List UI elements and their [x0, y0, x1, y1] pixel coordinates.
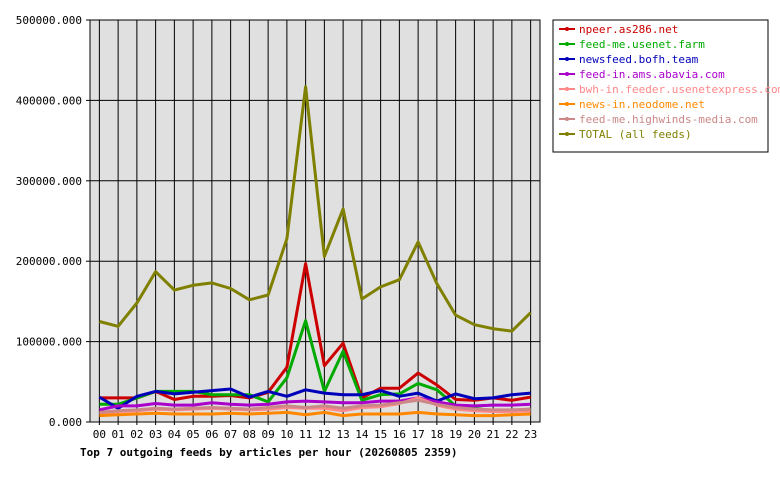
x-tick-label: 05 — [187, 428, 200, 441]
x-tick-label: 10 — [280, 428, 293, 441]
legend-entry: feed-me.usenet.farm — [579, 38, 705, 51]
y-tick-labels: 0.000 100000.000 200000.000 300000.000 40000… — [16, 14, 82, 429]
x-tick-label: 01 — [112, 428, 125, 441]
y-tick-label: 100000.000 — [16, 336, 82, 349]
x-tick-label: 14 — [355, 428, 369, 441]
legend: npeer.as286.net feed-me.usenet.farm newsfe… — [552, 19, 780, 153]
x-gridlines — [98, 20, 532, 425]
x-tick-label: 19 — [449, 428, 462, 441]
legend-marker — [565, 27, 569, 31]
x-tick-label: 23 — [524, 428, 537, 441]
x-tick-label: 08 — [243, 428, 256, 441]
legend-entry: news-in.neodome.net — [579, 98, 705, 111]
legend-marker — [565, 72, 569, 76]
gridlines — [86, 19, 540, 423]
x-tick-labels: 00 01 02 03 04 05 06 07 08 09 10 11 12 13 14 15 16 17 18 19… — [93, 428, 538, 441]
chart-title: Top 7 outgoing feeds by articles per hou… — [80, 446, 458, 459]
series-line-6 — [99, 398, 531, 414]
series-line-5 — [99, 410, 531, 418]
series-line-7 — [99, 85, 532, 333]
x-tick-label: 00 — [93, 428, 106, 441]
x-tick-label: 06 — [205, 428, 218, 441]
x-tick-label: 11 — [299, 428, 312, 441]
legend-marker — [565, 87, 569, 91]
x-tick-label: 21 — [487, 428, 500, 441]
x-tick-label: 13 — [337, 428, 350, 441]
y-tick-label: 200000.000 — [16, 255, 82, 268]
legend-marker — [565, 117, 569, 121]
x-tick-label: 16 — [393, 428, 406, 441]
legend-entry: newsfeed.bofh.team — [579, 53, 699, 66]
y-tick-label: 400000.000 — [16, 94, 82, 107]
x-tick-label: 02 — [130, 428, 143, 441]
legend-marker — [565, 132, 569, 136]
x-tick-label: 18 — [430, 428, 443, 441]
x-tick-label: 12 — [318, 428, 331, 441]
legend-marker — [565, 42, 569, 46]
series-line-0 — [99, 262, 531, 402]
x-tick-label: 03 — [149, 428, 162, 441]
x-tick-label: 22 — [505, 428, 518, 441]
legend-box — [552, 19, 769, 153]
legend-entry: feed-in.ams.abavia.com — [579, 68, 725, 81]
y-tick-label: 0.000 — [49, 416, 82, 429]
legend-marker — [565, 57, 569, 61]
x-tick-label: 15 — [374, 428, 387, 441]
legend-entry: bwh-in.feeder.usenetexpress.com — [579, 83, 780, 96]
y-tick-label: 500000.000 — [16, 14, 82, 27]
legend-entry: feed-me.highwinds-media.com — [579, 113, 758, 126]
series-line-3 — [99, 396, 531, 412]
x-tick-label: 17 — [412, 428, 425, 441]
legend-marker — [565, 102, 569, 106]
x-tick-label: 04 — [168, 428, 182, 441]
x-tick-label: 09 — [262, 428, 275, 441]
legend-entry: npeer.as286.net — [579, 23, 678, 36]
series-lines — [98, 85, 532, 418]
legend-entry: TOTAL (all feeds) — [579, 128, 692, 141]
x-tick-label: 20 — [468, 428, 481, 441]
x-tick-label: 07 — [224, 428, 237, 441]
series-line-2 — [98, 387, 531, 410]
y-tick-label: 300000.000 — [16, 175, 82, 188]
